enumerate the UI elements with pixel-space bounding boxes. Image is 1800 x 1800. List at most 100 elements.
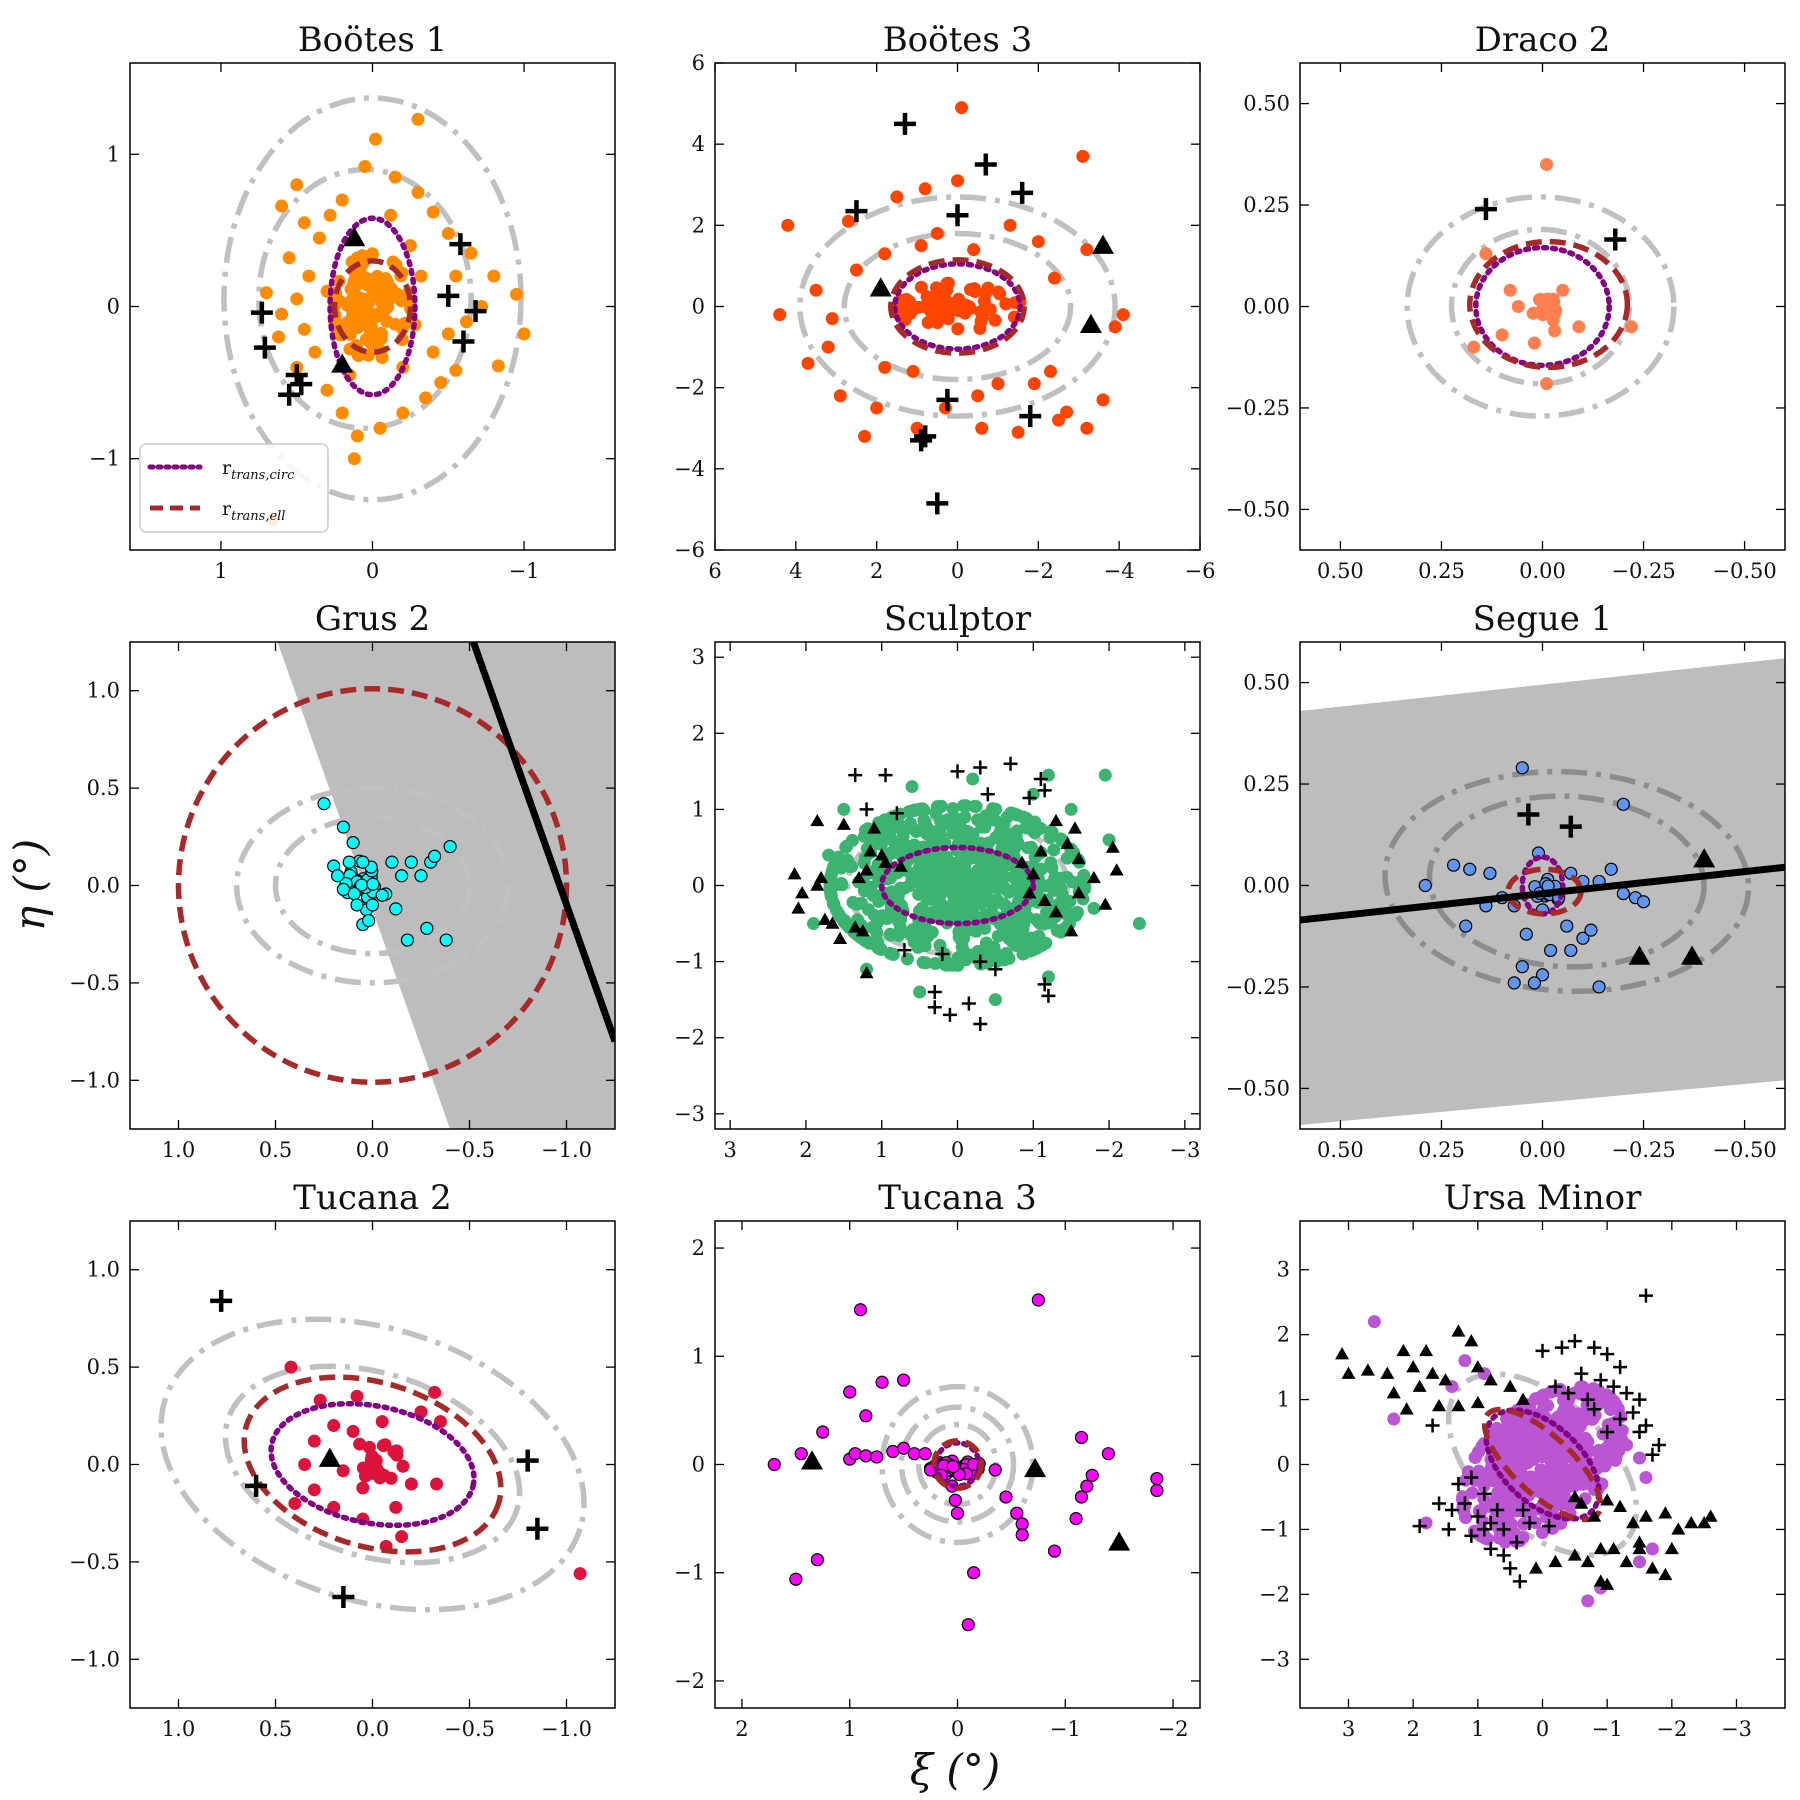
panel-0-nonmember-plus	[250, 301, 273, 324]
panel-8-nonmember-plus	[1516, 1502, 1531, 1517]
panel-4-nonmember-triangle	[833, 931, 848, 945]
panel-8-xtick-label: −2	[1656, 1717, 1687, 1741]
panel-8-nonmember-plus	[1425, 1418, 1440, 1433]
panel-3-ytick-label: 1.0	[87, 679, 120, 703]
panel-8-nonmember-plus	[1593, 1373, 1608, 1388]
panel-5-member-point	[1584, 923, 1598, 937]
panel-0-member-point	[323, 208, 337, 222]
panel-6-title: Tucana 2	[293, 1178, 452, 1218]
panel-5-member-point	[1543, 943, 1558, 958]
panel-2-nonmember-plus	[1474, 198, 1497, 221]
panel-8-nonmember-triangle	[1587, 1509, 1602, 1522]
panel-1-member-point	[1076, 149, 1090, 163]
panel-4-nonmember-plus	[942, 1007, 957, 1022]
panel-0-member-point	[411, 185, 425, 199]
panel-4-core-point	[870, 926, 884, 940]
panel-0-member-point	[509, 287, 523, 301]
panel-8-nonmember-triangle	[1645, 1561, 1660, 1574]
panel-8-nonmember-triangle	[1419, 1343, 1434, 1357]
panel-1-member-point	[773, 308, 787, 322]
panel-7-xtick-label: 1	[843, 1717, 856, 1741]
panel-1-member-point	[1060, 405, 1074, 419]
panel-0-core-point	[347, 278, 361, 292]
panel-4-nonmember-plus	[973, 954, 988, 969]
panel-6-rtrans-ell	[241, 1374, 504, 1555]
panel-4-nonmember-triangle	[1105, 840, 1120, 853]
panel-4-core-point	[1038, 917, 1052, 931]
panel-5-member-point	[1519, 927, 1533, 941]
panel-7-member-point	[859, 1409, 873, 1423]
panel-8-core-point	[1507, 1432, 1521, 1446]
panel-1-member-point	[955, 101, 969, 115]
panel-2-rtrans-circ	[1473, 244, 1612, 369]
panel-4-member-point	[913, 985, 927, 999]
panel-7-member-point	[810, 1553, 824, 1567]
panel-6-core-point	[336, 1464, 350, 1478]
panel-6-ytick-label: 0.5	[87, 1355, 120, 1379]
panel-0-nonmember-plus	[437, 284, 460, 307]
panel-2-member-point	[1540, 157, 1554, 171]
panel-0-member-point	[384, 208, 398, 222]
panel-8-ytick-label: 3	[1277, 1258, 1290, 1282]
panel-7-member-point	[1074, 1490, 1089, 1504]
panel-7-member-point	[1047, 1544, 1062, 1558]
panel-8-nonmember-plus	[1554, 1340, 1569, 1355]
panel-1-nonmember-triangle	[1079, 313, 1102, 334]
panel-7-xtick-label: 0	[951, 1717, 964, 1741]
panel-6-plot-area	[158, 1289, 587, 1613]
panel-1-ytick-label: 6	[692, 51, 705, 75]
panel-0-core-point	[342, 318, 356, 332]
panel-8-core-point	[1498, 1535, 1512, 1549]
panel-8-nonmember-triangle	[1638, 1509, 1653, 1522]
panel-4-core-point	[981, 836, 995, 850]
panel-4-nonmember-triangle	[1064, 924, 1079, 937]
panel-1-member-point	[1116, 308, 1130, 322]
panel-4-nonmember-plus	[897, 943, 912, 958]
panel-3-plot-area	[175, 642, 615, 1129]
panel-7-member-point	[875, 1375, 889, 1389]
panel-2-xtick-label: 0.50	[1317, 559, 1364, 583]
panel-6-member-point	[298, 1458, 312, 1471]
panel-7-member-point	[1015, 1528, 1029, 1542]
panel-4-nonmember-triangle	[1037, 893, 1052, 906]
panel-6-halo-ellipse-0	[158, 1316, 587, 1613]
panel-0-member-point	[290, 292, 304, 306]
panel-8-nonmember-triangle	[1335, 1347, 1350, 1360]
panel-8-nonmember-triangle	[1425, 1366, 1440, 1379]
panel-4-nonmember-plus	[927, 985, 942, 1000]
panel-8-nonmember-triangle	[1632, 1535, 1647, 1548]
panel-4-nonmember-plus	[1033, 771, 1048, 786]
panel-1-ytick-label: −2	[674, 376, 705, 400]
panel-8-nonmember-plus	[1477, 1486, 1492, 1501]
panel-4-xtick-label: 3	[723, 1138, 736, 1162]
panel-2-member-point	[1511, 300, 1525, 313]
panel-4-rtrans-circ	[878, 844, 1037, 927]
panel-0-plot-area	[221, 95, 531, 527]
panel-8-nonmember-plus	[1638, 1288, 1653, 1303]
panel-5-ytick-label: −0.50	[1226, 1076, 1290, 1100]
panel-0-member-point	[464, 246, 478, 260]
panel-8-nonmember-triangle	[1470, 1395, 1485, 1409]
panel-4-member-point	[1132, 917, 1146, 931]
panel-8-nonmember-plus	[1548, 1379, 1563, 1394]
panel-3-member-point	[356, 855, 370, 869]
panel-1-member-point	[1096, 393, 1110, 407]
panel-4-nonmember-triangle	[836, 817, 851, 830]
panel-8-core-point	[1524, 1448, 1538, 1462]
panel-3-ytick-label: −0.5	[69, 971, 120, 995]
panel-5-nonmember-plus	[1559, 815, 1582, 838]
panel-8-nonmember-plus	[1613, 1412, 1628, 1427]
panel-8-nonmember-triangle	[1671, 1522, 1686, 1535]
panel-6-member-point	[428, 1385, 442, 1399]
panel-7-member-point	[897, 1373, 911, 1387]
panel-4-member-point	[1064, 802, 1078, 816]
panel-4-nonmember-plus	[1003, 756, 1018, 771]
panel-4-xtick-label: −3	[1169, 1138, 1200, 1162]
panel-3-member-point	[346, 836, 360, 850]
panel-7-member-point	[1080, 1479, 1094, 1493]
panel-8-nonmember-plus	[1509, 1535, 1524, 1550]
panel-4-core-point	[980, 890, 994, 904]
panel-6-core-point	[376, 1439, 390, 1453]
panels-layer: Boötes 1 1 0 −1 −1 0 1 Boötes 3 6 4 2 0 −2 −4 −6 −6 −4 −2…	[69, 20, 1786, 1741]
panel-8-core-point	[1541, 1467, 1555, 1481]
